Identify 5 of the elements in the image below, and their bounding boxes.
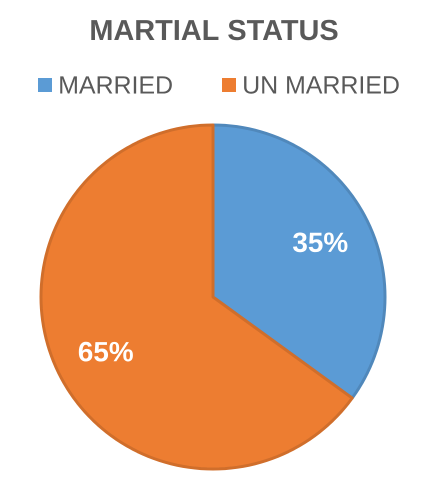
legend-label: UN MARRIED [244, 76, 399, 94]
legend-label: MARRIED [60, 76, 172, 94]
data-label: 35% [293, 232, 348, 252]
chart-title: MARTIAL STATUS [91, 20, 338, 40]
data-label: 65% [78, 342, 133, 362]
